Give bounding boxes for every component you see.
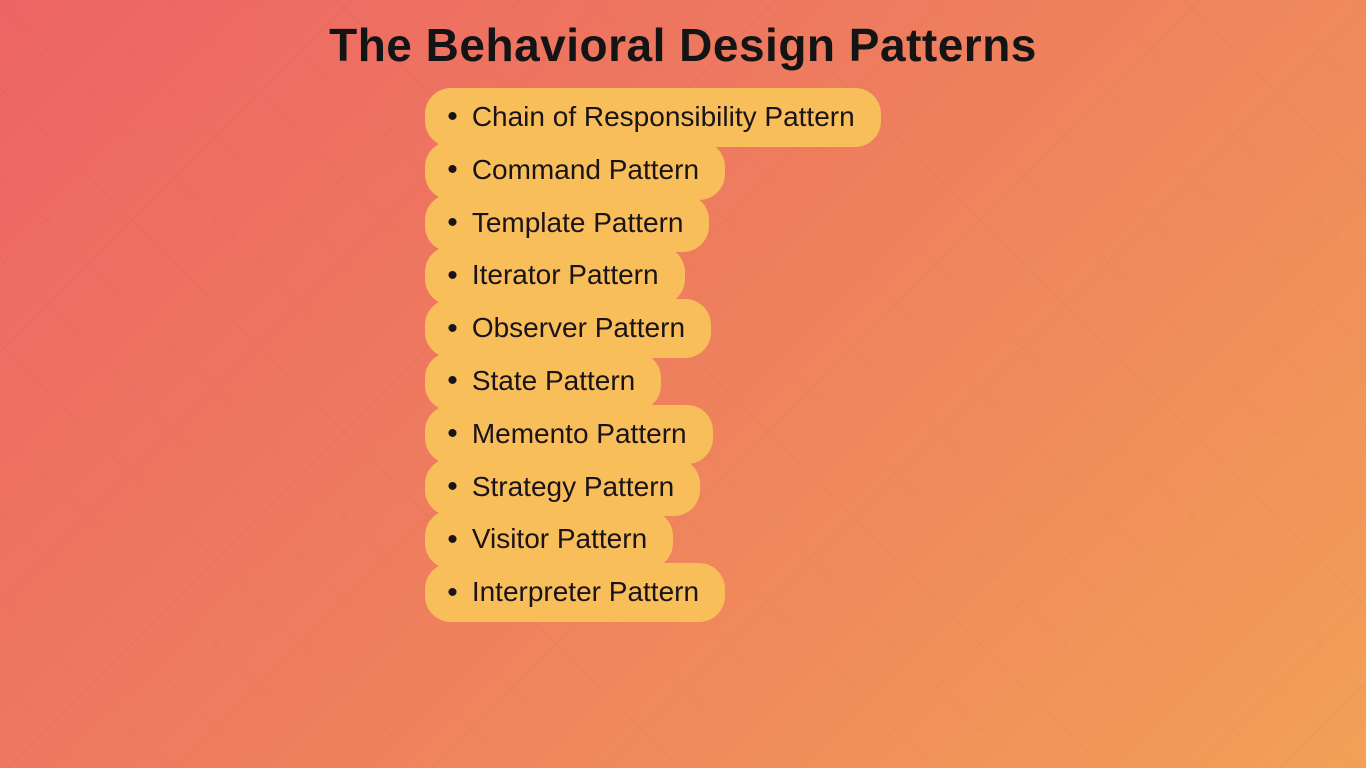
list-item-label: Iterator Pattern xyxy=(472,260,659,291)
bullet-icon: • xyxy=(447,419,458,449)
list-item: • State Pattern xyxy=(425,352,661,411)
list-item: • Template Pattern xyxy=(425,194,709,253)
list-item: • Memento Pattern xyxy=(425,405,712,464)
bullet-icon: • xyxy=(447,314,458,344)
bullet-icon: • xyxy=(447,102,458,132)
list-item-label: Observer Pattern xyxy=(472,313,685,344)
list-item-label: Command Pattern xyxy=(472,155,699,186)
bullet-icon: • xyxy=(447,155,458,185)
list-item-label: Chain of Responsibility Pattern xyxy=(472,102,855,133)
list-item-label: Visitor Pattern xyxy=(472,524,647,555)
slide-content: The Behavioral Design Patterns • Chain o… xyxy=(0,0,1366,768)
bullet-icon: • xyxy=(447,525,458,555)
slide-title: The Behavioral Design Patterns xyxy=(329,18,1037,72)
bullet-icon: • xyxy=(447,578,458,608)
list-item: • Chain of Responsibility Pattern xyxy=(425,88,880,147)
bullet-icon: • xyxy=(447,366,458,396)
pattern-list: • Chain of Responsibility Pattern • Comm… xyxy=(425,88,880,622)
list-item-label: Interpreter Pattern xyxy=(472,577,699,608)
list-item: • Visitor Pattern xyxy=(425,510,673,569)
list-item: • Observer Pattern xyxy=(425,299,711,358)
list-item: • Strategy Pattern xyxy=(425,458,700,517)
bullet-icon: • xyxy=(447,472,458,502)
list-item-label: Strategy Pattern xyxy=(472,472,674,503)
list-item: • Command Pattern xyxy=(425,141,725,200)
list-item-label: Memento Pattern xyxy=(472,419,687,450)
bullet-icon: • xyxy=(447,261,458,291)
list-item: • Iterator Pattern xyxy=(425,246,684,305)
list-item: • Interpreter Pattern xyxy=(425,563,725,622)
list-item-label: State Pattern xyxy=(472,366,635,397)
bullet-icon: • xyxy=(447,208,458,238)
list-item-label: Template Pattern xyxy=(472,208,684,239)
